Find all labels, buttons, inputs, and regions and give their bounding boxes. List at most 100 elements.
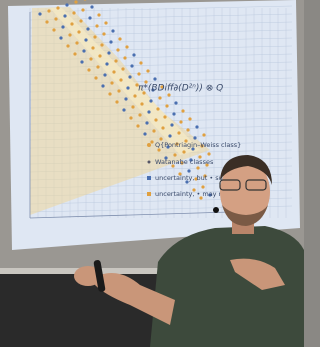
- dot: [181, 109, 184, 112]
- legend-entry: Watanabe classes: [155, 158, 214, 166]
- dot: [112, 70, 115, 73]
- dot: [179, 120, 182, 123]
- dot: [193, 136, 196, 139]
- dot: [152, 129, 155, 132]
- dot: [97, 13, 100, 16]
- dot: [168, 134, 171, 137]
- dot: [110, 81, 113, 84]
- dot: [87, 68, 90, 71]
- dot: [61, 25, 64, 28]
- dot: [161, 126, 164, 129]
- dot: [163, 115, 166, 118]
- dot: [201, 185, 204, 188]
- dot: [145, 121, 148, 124]
- dot: [165, 104, 168, 107]
- dot: [154, 118, 157, 121]
- dot: [138, 113, 141, 116]
- dot: [174, 101, 177, 104]
- dot: [150, 140, 153, 143]
- dot: [77, 30, 80, 33]
- dot: [128, 75, 131, 78]
- dot: [153, 77, 156, 80]
- dot: [73, 52, 76, 55]
- dot: [109, 40, 112, 43]
- dot: [131, 105, 134, 108]
- dot: [130, 64, 133, 67]
- dot: [122, 108, 125, 111]
- dot: [186, 128, 189, 131]
- dot: [167, 93, 170, 96]
- dot: [139, 61, 142, 64]
- dot: [103, 73, 106, 76]
- dot: [146, 69, 149, 72]
- dot: [59, 36, 62, 39]
- dot: [123, 56, 126, 59]
- dot: [118, 37, 121, 40]
- legend-entry: Q{Pontriagin–Weiss class}: [155, 141, 241, 149]
- dot: [52, 28, 55, 31]
- dot: [90, 5, 93, 8]
- dot: [147, 110, 150, 113]
- dot: [111, 29, 114, 32]
- dot: [65, 3, 68, 6]
- dot: [96, 65, 99, 68]
- dot: [158, 96, 161, 99]
- dot: [136, 124, 139, 127]
- dot: [54, 17, 57, 20]
- photo: π*(BDiff∂(D²ⁿ)) ⊗ Q Q{Pontriagin–Weiss c…: [0, 0, 304, 347]
- dot: [74, 0, 77, 3]
- dot: [68, 33, 71, 36]
- dot: [84, 38, 87, 41]
- page: π*(BDiff∂(D²ⁿ)) ⊗ Q Q{Pontriagin–Weiss c…: [0, 0, 304, 347]
- dot: [121, 67, 124, 70]
- dot: [129, 116, 132, 119]
- dot: [126, 86, 129, 89]
- dot: [45, 20, 48, 23]
- legend-marker: [148, 161, 151, 164]
- dot: [114, 59, 117, 62]
- dot: [79, 19, 82, 22]
- dot: [70, 22, 73, 25]
- dot: [202, 133, 205, 136]
- dot: [107, 51, 110, 54]
- dot: [140, 102, 143, 105]
- dot: [98, 54, 101, 57]
- dot: [104, 21, 107, 24]
- dot: [116, 48, 119, 51]
- dot: [80, 60, 83, 63]
- legend-marker: [147, 143, 151, 147]
- dot: [156, 107, 159, 110]
- dot: [81, 8, 84, 11]
- dot: [86, 27, 89, 30]
- dot: [95, 24, 98, 27]
- dot: [88, 16, 91, 19]
- dot: [182, 150, 185, 153]
- dot: [143, 132, 146, 135]
- dot: [196, 166, 199, 169]
- dot: [172, 112, 175, 115]
- dot: [47, 9, 50, 12]
- dot: [177, 131, 180, 134]
- dot: [188, 117, 191, 120]
- dot: [66, 44, 69, 47]
- formula: π*(BDiff∂(D²ⁿ)) ⊗ Q: [138, 84, 223, 94]
- dot: [149, 99, 152, 102]
- dot: [187, 169, 190, 172]
- dot: [119, 78, 122, 81]
- dot: [207, 152, 210, 155]
- dot: [125, 45, 128, 48]
- dot: [132, 53, 135, 56]
- dot: [133, 94, 136, 97]
- dot: [108, 92, 111, 95]
- dot: [63, 14, 66, 17]
- dot: [94, 76, 97, 79]
- dot: [173, 153, 176, 156]
- headset-mic: [213, 207, 219, 213]
- dot: [38, 12, 41, 15]
- dot: [124, 97, 127, 100]
- dot: [93, 35, 96, 38]
- dot: [115, 100, 118, 103]
- dot: [117, 89, 120, 92]
- dot: [100, 43, 103, 46]
- dot: [195, 125, 198, 128]
